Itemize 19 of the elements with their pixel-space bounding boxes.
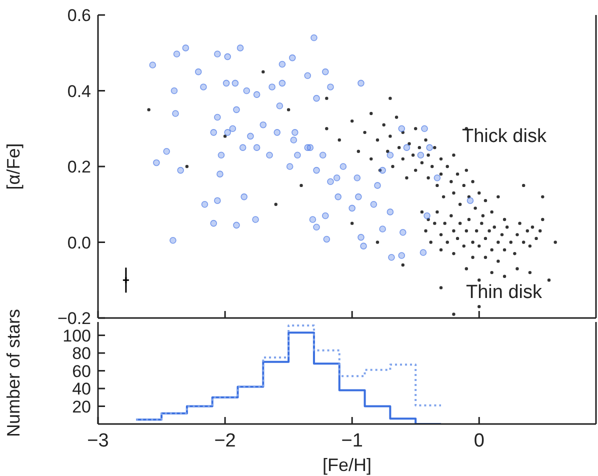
x-tick-label: −2	[214, 430, 236, 452]
x-tick-label: 0	[474, 430, 484, 452]
y-tick-label: 0.0	[67, 233, 91, 252]
y-tick-label: 60	[72, 362, 91, 381]
y-axis-title: [α/Fe]	[3, 143, 24, 190]
y-tick-label: 100	[62, 326, 91, 346]
y-axis-title: Number of stars	[3, 308, 24, 438]
y-tick-label: 0.6	[67, 6, 91, 26]
x-tick-label: −1	[341, 430, 363, 452]
x-axis-title: [Fe/H]	[322, 455, 372, 475]
y-tick-label: 0.4	[67, 82, 91, 101]
y-tick-label: 0.2	[67, 158, 91, 177]
y-tick-label: −0.2	[57, 309, 91, 328]
y-tick-label: 20	[72, 397, 91, 416]
y-tick-label: 80	[72, 344, 91, 364]
annotation: Thin disk	[466, 282, 542, 304]
x-tick-label: −3	[87, 430, 109, 452]
annotation: Thick disk	[462, 126, 546, 148]
y-tick-label: 40	[72, 380, 91, 399]
